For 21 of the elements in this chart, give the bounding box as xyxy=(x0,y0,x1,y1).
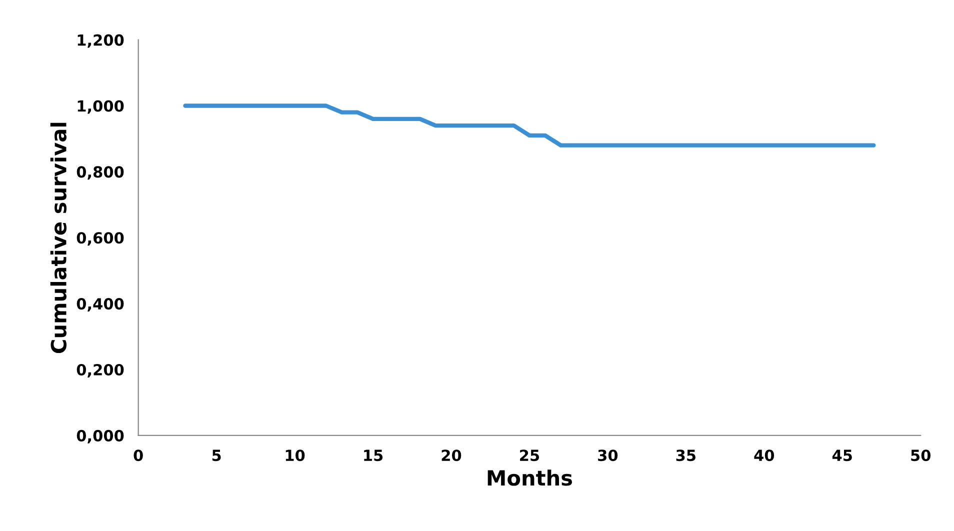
y-tick-label: 1,000 xyxy=(78,100,124,114)
x-tick-label: 45 xyxy=(832,450,852,462)
x-tick-label: 20 xyxy=(442,450,462,462)
x-tick-label: 50 xyxy=(911,450,931,462)
y-tick-label: 0,400 xyxy=(76,298,124,312)
x-tick-label: 35 xyxy=(676,450,696,462)
line-series xyxy=(183,104,876,148)
y-tick-label: 0,800 xyxy=(76,166,124,180)
x-tick-label: 0 xyxy=(134,450,143,462)
y-tick-label: 0,200 xyxy=(76,364,124,378)
x-tick-label: 30 xyxy=(598,450,618,462)
x-tick-label: 10 xyxy=(286,450,305,462)
x-tick-label: 40 xyxy=(754,450,774,462)
y-tick-label: 1,200 xyxy=(78,34,124,48)
x-tick-label: 25 xyxy=(520,450,540,462)
y-tick-label: 0,000 xyxy=(76,430,124,444)
y-tick-label: 0,600 xyxy=(76,232,124,246)
y-axis-title: Cumulative survival xyxy=(50,122,67,354)
x-tick-label: 15 xyxy=(364,450,383,462)
x-axis-title: Months xyxy=(488,470,572,486)
x-tick-label: 5 xyxy=(212,450,221,462)
